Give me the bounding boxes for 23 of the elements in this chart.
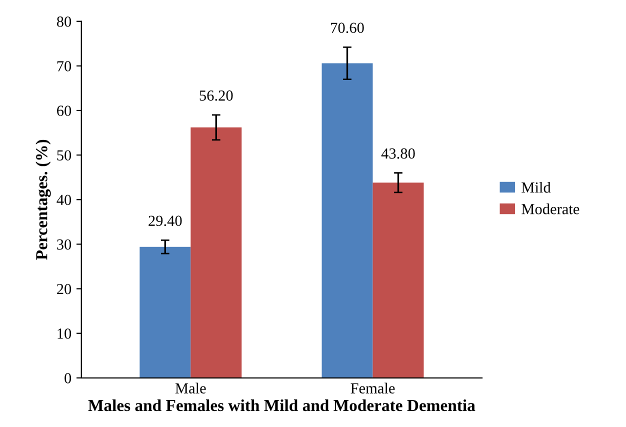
- legend-label: Moderate: [522, 204, 580, 214]
- y-axis-title: Percentages. (%): [36, 140, 51, 260]
- bar: [140, 246, 191, 378]
- y-tick-label: 10: [58, 328, 72, 339]
- y-tick-label: 30: [57, 239, 72, 250]
- y-tick-label: 0: [64, 373, 72, 384]
- y-tick-label: 50: [57, 150, 72, 161]
- x-tick-label: Female: [350, 382, 395, 394]
- y-tick-label: 20: [57, 284, 72, 294]
- y-tick-label: 80: [56, 16, 72, 27]
- data-label: 56.20: [200, 90, 233, 101]
- data-label: 70.60: [331, 22, 364, 34]
- bar: [190, 127, 242, 378]
- data-label: 29.40: [148, 216, 182, 226]
- data-label: 43.80: [381, 148, 415, 159]
- bar: [372, 182, 424, 378]
- y-tick-label: 60: [57, 106, 72, 116]
- y-tick-label: 40: [56, 194, 72, 206]
- x-axis-title: Males and Females with Mild and Moderate Dementia: [88, 399, 476, 412]
- bar: [322, 63, 373, 378]
- y-tick-label: 70: [57, 61, 72, 72]
- x-tick-label: Male: [175, 382, 206, 394]
- legend-label: Mild: [522, 182, 551, 193]
